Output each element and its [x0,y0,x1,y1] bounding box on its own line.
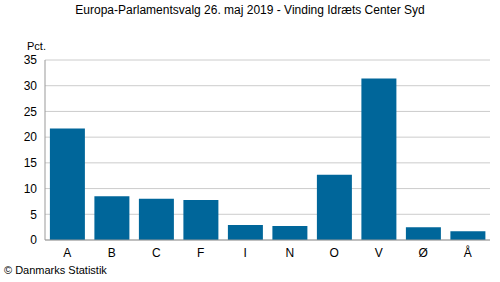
svg-text:0: 0 [30,233,37,247]
svg-text:Ø: Ø [419,246,428,260]
svg-text:N: N [285,246,294,260]
svg-text:F: F [197,246,204,260]
svg-text:O: O [330,246,339,260]
html-text:© Danmarks Statistik: © Danmarks Statistik [4,264,107,276]
svg-text:5: 5 [30,208,37,222]
svg-text:35: 35 [24,53,38,67]
svg-text:I: I [244,246,247,260]
svg-text:C: C [152,246,161,260]
svg-text:10: 10 [24,182,38,196]
svg-text:B: B [108,246,116,260]
svg-text:15: 15 [24,156,38,170]
svg-text:Å: Å [464,245,472,260]
svg-text:25: 25 [24,105,38,119]
html-text:Europa-Parlamentsvalg 26. maj: Europa-Parlamentsvalg 26. maj 2019 - Vin… [75,3,425,17]
svg-text:V: V [375,246,383,260]
svg-text:30: 30 [24,79,38,93]
html-text:Pct.: Pct. [27,40,46,52]
svg-text:A: A [63,246,71,260]
svg-text:20: 20 [24,130,38,144]
